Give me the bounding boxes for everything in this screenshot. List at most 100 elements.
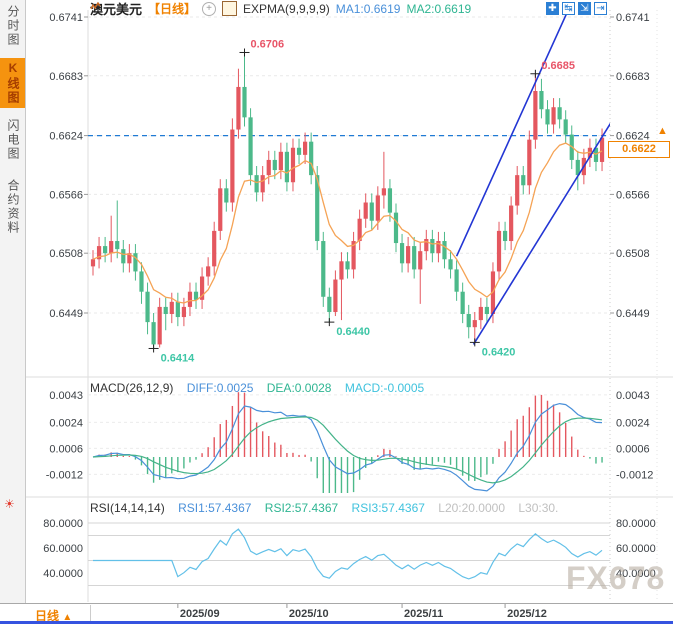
candle (139, 271, 144, 292)
candle (533, 90, 538, 140)
axis-label: 0.6449 (49, 308, 83, 320)
axis-label: 60.0000 (616, 543, 656, 555)
candle (345, 261, 350, 270)
candle (527, 139, 532, 186)
candle (418, 251, 423, 270)
kline-style-icon[interactable] (90, 1, 238, 16)
candle (478, 306, 483, 321)
zoom-range-icon[interactable]: ⇲ (578, 2, 591, 15)
candle (103, 246, 108, 254)
candle (96, 246, 102, 260)
candle (436, 241, 441, 254)
rsi-line (93, 528, 603, 580)
axis-label: 80.0000 (43, 518, 83, 530)
candle (563, 119, 568, 135)
candle (115, 241, 120, 250)
candle (224, 188, 229, 203)
measure-range-icon[interactable]: ↹ (562, 2, 575, 15)
exit-panel-icon[interactable]: ⇥ (594, 2, 607, 15)
candle (521, 175, 526, 186)
axis-label: 0.0024 (49, 417, 83, 429)
period-footer-label[interactable]: 日线 ▲ (35, 609, 73, 623)
axis-label: 0.6741 (49, 12, 83, 24)
sidebar-tab-time-chart[interactable]: 分时图 (6, 5, 20, 47)
candle (339, 261, 344, 280)
candle (557, 107, 562, 120)
candle (515, 175, 520, 206)
ma1-value-label: MA1:0.6619 (335, 1, 401, 16)
axis-label: 0.6508 (616, 248, 650, 260)
candle (399, 243, 405, 264)
sidebar-tab-flash-chart[interactable]: 闪电图 (6, 119, 20, 161)
rsi-name-label: RSI(14,14,14) (90, 501, 165, 515)
candle (121, 249, 126, 264)
period-up-triangle: ▲ (62, 612, 73, 623)
candle (460, 291, 465, 315)
candle (290, 147, 296, 183)
axis-label: 80.0000 (616, 518, 656, 530)
rsi1-label: RSI1:57.4367 (178, 501, 252, 515)
add-indicator-icon[interactable]: + (202, 1, 217, 16)
axis-label: 60.0000 (43, 543, 83, 555)
chart-toolbar: ✚ ↹ ⇲ ⇥ (546, 2, 607, 15)
macd-dea-label: DEA:0.0028 (266, 381, 332, 395)
candle (454, 269, 459, 292)
axis-label: 0.6624 (616, 131, 650, 143)
candle (315, 175, 320, 242)
candle (218, 188, 223, 231)
candle (230, 129, 235, 203)
candle (321, 241, 326, 297)
period-tag[interactable]: 【日线】 (148, 2, 197, 16)
panel-frame (25, 10, 673, 602)
price-up-arrow: ▲ (657, 124, 668, 137)
candle (163, 306, 168, 315)
axis-label: 0.6683 (49, 71, 83, 83)
candle (351, 241, 356, 270)
crosshair-pan-icon[interactable]: ✚ (546, 2, 559, 15)
candle (599, 137, 605, 162)
candle (236, 86, 241, 130)
candle (539, 90, 544, 110)
axis-label: 0.6449 (616, 308, 650, 320)
sidebar-tab-kline-chart[interactable]: K线图 (0, 58, 25, 108)
sidebar-tab-contract-info[interactable]: 合约资料 (6, 179, 20, 235)
chart-plot-area[interactable] (88, 8, 610, 602)
candle (393, 212, 399, 244)
low-annotation: 0.6414 (161, 352, 196, 364)
candle (266, 159, 271, 176)
candle (448, 259, 453, 270)
candle (387, 188, 393, 213)
axis-label: 0.6624 (49, 131, 83, 143)
rsi-l30-label: L30:30. (518, 501, 559, 515)
macd-name-label: MACD(26,12,9) (90, 381, 174, 395)
candle (260, 175, 265, 193)
alert-sun-icon[interactable]: ☀ (4, 497, 15, 511)
rsi-panel (88, 522, 610, 586)
date-label: 2025/12 (507, 608, 547, 620)
candle (145, 291, 150, 323)
candle (381, 188, 386, 196)
candle (127, 253, 132, 264)
trendline[interactable] (472, 119, 613, 345)
trend-channel (455, 12, 613, 345)
candle (193, 291, 199, 300)
macd-panel-header: MACD(26,12,9) DIFF:0.0025 DEA:0.0028 MAC… (90, 381, 434, 395)
candle (484, 306, 489, 315)
rsi-panel-header: RSI(14,14,14) RSI1:57.4367 RSI2:57.4367 … (90, 501, 568, 515)
high-annotation: 0.6706 (251, 38, 285, 50)
axis-label: 0.0043 (616, 390, 650, 402)
trendline[interactable] (455, 12, 568, 257)
price-annotations: 0.6706 0.6685 0.6414 0.6440 0.6420 (148, 38, 575, 364)
ma2-value-label: MA2:0.6619 (406, 1, 472, 16)
axis-label: 0.0006 (616, 443, 650, 455)
candle (442, 241, 447, 260)
candle (327, 296, 332, 312)
time-axis-bar: 日线 ▲ 2025/09 2025/10 2025/11 2025/12 (0, 603, 673, 624)
candle (472, 320, 477, 328)
footer-divider (90, 605, 91, 622)
candle (90, 259, 96, 267)
macd-dea-line (92, 416, 603, 484)
sidebar: 分时图 K线图 闪电图 合约资料 ☀ (0, 0, 26, 603)
axis-label: 40.0000 (43, 568, 83, 580)
